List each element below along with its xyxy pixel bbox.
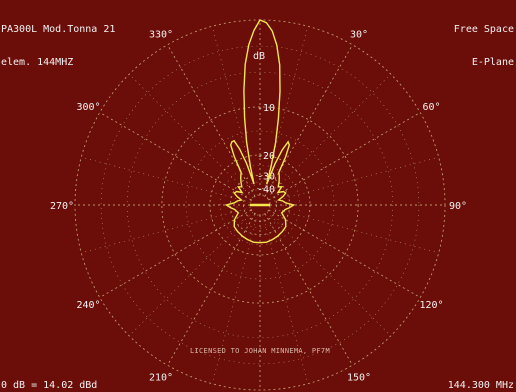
antenna-name: PA300L Mod.Tonna 21 (1, 24, 116, 35)
grid-spoke-240 (99, 209, 252, 298)
grid-spokes (75, 20, 445, 390)
space-mode: Free Space (453, 24, 514, 35)
grid-spoke-75 (269, 156, 439, 203)
gain-reference: 0 dB = 14.02 dBd (1, 380, 98, 391)
grid-ring-6 (126, 71, 394, 339)
plot-mode: Free Space E-Plane (454, 2, 514, 90)
license-text: LICENSED TO JOHAN MINNEMA, PF7M (190, 347, 330, 355)
angle-label-90: 90° (449, 201, 467, 212)
angle-label-60: 60° (422, 102, 440, 113)
angle-label-240: 240° (76, 300, 100, 311)
antenna-elements: elem. 144MHZ (1, 57, 74, 68)
grid-spoke-15 (262, 26, 309, 196)
ring-label-20: -20 (257, 151, 275, 162)
angle-label-150: 150° (347, 373, 371, 384)
ring-label-30: -30 (257, 171, 275, 182)
grid-spoke-345 (211, 26, 258, 196)
ring-label-40: -40 (257, 184, 275, 195)
grid-ring-15 (185, 130, 335, 280)
grid-ring-10 (161, 106, 359, 304)
grid-spoke-195 (211, 214, 258, 384)
grid-spoke-210 (167, 213, 256, 366)
plane-mode: E-Plane (471, 57, 514, 68)
grid-spoke-120 (268, 209, 421, 298)
grid-ring-30 (229, 174, 291, 236)
grid-spoke-30 (264, 44, 353, 197)
frequency-readout: 144.300 MHz (447, 380, 514, 391)
grid-ring-3 (100, 45, 420, 365)
db-unit-label: dB (253, 51, 265, 62)
angle-label-120: 120° (419, 300, 443, 311)
grid-spoke-105 (269, 207, 439, 254)
angle-label-30: 30° (350, 30, 368, 41)
grid-spoke-60 (268, 112, 421, 201)
grid-spoke-300 (99, 112, 252, 201)
grid-ring-35 (236, 181, 284, 229)
radiation-pattern-trace (224, 19, 296, 244)
angle-label-300: 300° (76, 102, 100, 113)
ring-labels: -10 -20 -30 -40 (257, 103, 275, 195)
grid-spoke-315 (128, 73, 254, 199)
grid-spoke-165 (262, 214, 309, 384)
ring-label-10: -10 (257, 103, 275, 114)
grid-spoke-255 (81, 207, 251, 254)
grid-ring-25 (219, 164, 301, 246)
angle-label-330: 330° (149, 30, 173, 41)
grid-spoke-225 (128, 211, 254, 337)
antenna-title: PA300L Mod.Tonna 21 elem. 144MHZ (1, 2, 115, 90)
grid-spoke-45 (266, 73, 392, 199)
angle-label-210: 210° (149, 373, 173, 384)
grid-spoke-285 (81, 156, 251, 203)
grid-spoke-330 (167, 44, 256, 197)
angle-labels: 330° 30° 300° 60° 270° 90° 240° 120° 210° 150° (50, 30, 467, 384)
grid-spoke-135 (266, 211, 392, 337)
grid-spoke-150 (264, 213, 353, 366)
angle-label-270: 270° (50, 201, 74, 212)
